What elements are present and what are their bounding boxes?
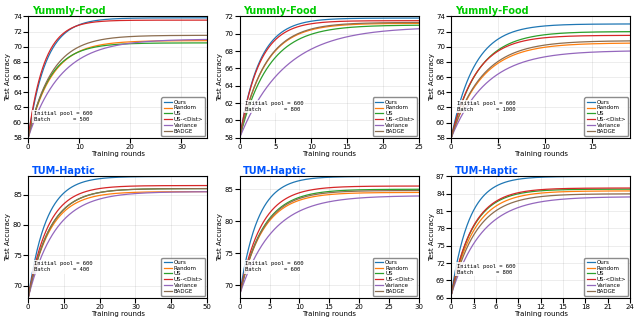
Legend: Ours, Random, US, US-<Dist>, Variance, BADGE: Ours, Random, US, US-<Dist>, Variance, B…	[161, 257, 205, 296]
Text: TUM-Haptic: TUM-Haptic	[243, 166, 307, 176]
Text: Initial pool = 600
Batch       = 500: Initial pool = 600 Batch = 500	[33, 111, 92, 122]
Y-axis label: Test Accuracy: Test Accuracy	[217, 53, 223, 101]
X-axis label: Training rounds: Training rounds	[91, 151, 145, 157]
X-axis label: Training rounds: Training rounds	[302, 311, 356, 318]
Legend: Ours, Random, US, US-<Dist>, Variance, BADGE: Ours, Random, US, US-<Dist>, Variance, B…	[161, 98, 205, 136]
X-axis label: Training rounds: Training rounds	[514, 151, 568, 157]
Text: Yummly-Food: Yummly-Food	[455, 5, 529, 16]
Legend: Ours, Random, US, US-<Dist>, Variance, BADGE: Ours, Random, US, US-<Dist>, Variance, B…	[373, 257, 417, 296]
Text: Initial pool = 600
Batch       = 400: Initial pool = 600 Batch = 400	[33, 261, 92, 272]
Legend: Ours, Random, US, US-<Dist>, Variance, BADGE: Ours, Random, US, US-<Dist>, Variance, B…	[584, 98, 628, 136]
Text: Initial pool = 600
Batch       = 800: Initial pool = 600 Batch = 800	[456, 264, 515, 275]
Text: TUM-Haptic: TUM-Haptic	[32, 166, 95, 176]
X-axis label: Training rounds: Training rounds	[302, 151, 356, 157]
Text: Initial pool = 600
Batch       = 1000: Initial pool = 600 Batch = 1000	[456, 101, 515, 112]
Text: Initial pool = 600
Batch       = 600: Initial pool = 600 Batch = 600	[245, 261, 303, 272]
Text: Yummly-Food: Yummly-Food	[32, 5, 106, 16]
Y-axis label: Test Accuracy: Test Accuracy	[429, 53, 435, 101]
Legend: Ours, Random, US, US-<Dist>, Variance, BADGE: Ours, Random, US, US-<Dist>, Variance, B…	[373, 98, 417, 136]
Y-axis label: Test Accuracy: Test Accuracy	[6, 53, 12, 101]
Y-axis label: Test Accuracy: Test Accuracy	[429, 213, 435, 261]
Legend: Ours, Random, US, US-<Dist>, Variance, BADGE: Ours, Random, US, US-<Dist>, Variance, B…	[584, 257, 628, 296]
X-axis label: Training rounds: Training rounds	[91, 311, 145, 318]
X-axis label: Training rounds: Training rounds	[514, 311, 568, 318]
Text: Initial pool = 600
Batch       = 800: Initial pool = 600 Batch = 800	[245, 101, 303, 112]
Text: Yummly-Food: Yummly-Food	[243, 5, 317, 16]
Text: TUM-Haptic: TUM-Haptic	[455, 166, 518, 176]
Y-axis label: Test Accuracy: Test Accuracy	[217, 213, 223, 261]
Y-axis label: Test Accuracy: Test Accuracy	[6, 213, 12, 261]
